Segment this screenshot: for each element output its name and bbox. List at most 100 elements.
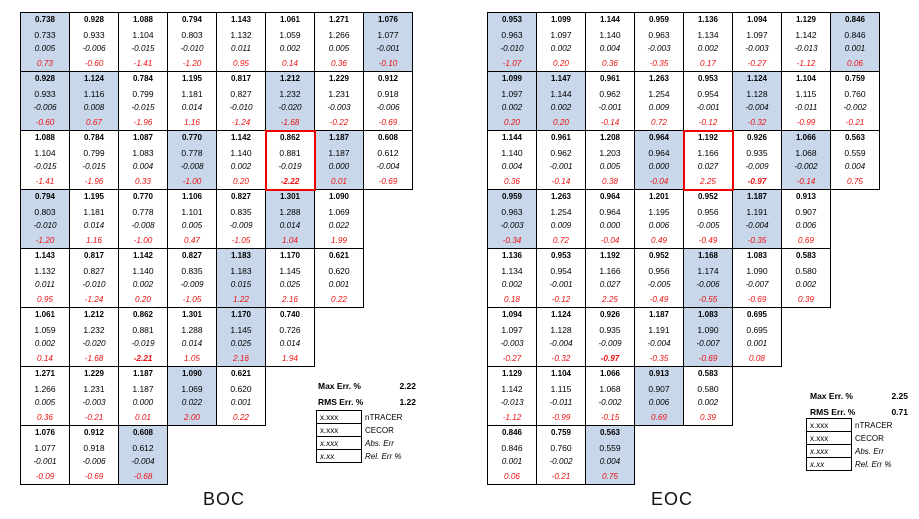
empty-cell (364, 219, 413, 234)
ntracer-value: 0.563 (830, 130, 880, 146)
ntracer-value: 1.195 (69, 189, 119, 205)
abs-error-value: 0.004 (585, 455, 635, 470)
abs-error-value: 0.027 (683, 160, 733, 175)
abs-error-value: 0.009 (634, 101, 684, 116)
rel-error-value: -1.05 (216, 233, 266, 249)
empty-cell (831, 323, 880, 338)
ntracer-value: 1.094 (487, 307, 537, 323)
empty-cell (831, 308, 880, 323)
empty-cell (782, 470, 831, 485)
ntracer-value: 0.608 (118, 425, 168, 441)
abs-error-value: 0.014 (265, 219, 315, 234)
cecor-value: 1.191 (732, 204, 782, 219)
abs-error-value: 0.004 (585, 42, 635, 57)
rel-error-value: -0.21 (69, 410, 119, 426)
eoc-assembly-map: 0.953 1.099 1.144 0.959 1.136 1.094 1.129 0.846… (487, 12, 880, 485)
rel-error-value: -0.69 (363, 115, 413, 131)
ntracer-value: 1.066 (585, 366, 635, 382)
cecor-value: 1.097 (487, 86, 537, 101)
abs-error-value: -0.009 (585, 337, 635, 352)
cecor-value: 1.195 (634, 204, 684, 219)
cecor-value: 0.580 (781, 263, 831, 278)
rel-error-value: 0.33 (118, 174, 168, 190)
empty-cell (266, 470, 315, 485)
cecor-value: 0.881 (265, 145, 315, 160)
ntracer-value: 1.144 (487, 130, 537, 146)
boc-legend: x.xxx nTRACER x.xxx CECOR x.xxx Abs. Err x.… (316, 410, 416, 463)
rel-error-value: 1.16 (69, 233, 119, 249)
cecor-value: 1.097 (732, 27, 782, 42)
abs-error-value: 0.006 (634, 219, 684, 234)
abs-error-value: 0.001 (830, 42, 880, 57)
abs-error-value: -0.004 (363, 160, 413, 175)
rel-error-value: -0.21 (536, 469, 586, 485)
rel-error-value: -0.32 (536, 351, 586, 367)
abs-error-value: -0.007 (683, 337, 733, 352)
rel-error-value: -0.09 (20, 469, 70, 485)
cecor-value: 1.254 (634, 86, 684, 101)
cecor-value: 1.068 (585, 381, 635, 396)
cecor-value: 0.580 (683, 381, 733, 396)
empty-cell (831, 249, 880, 264)
empty-cell (684, 426, 733, 441)
ntracer-value: 1.099 (487, 71, 537, 87)
cecor-value: 1.101 (167, 204, 217, 219)
empty-cell (782, 367, 831, 382)
rel-error-value: -1.20 (20, 233, 70, 249)
rel-error-value: -0.49 (634, 292, 684, 308)
ntracer-value: 1.170 (265, 248, 315, 264)
cecor-value: 0.956 (683, 204, 733, 219)
rel-error-value: -0.99 (781, 115, 831, 131)
ntracer-value: 0.817 (216, 71, 266, 87)
abs-error-value: -0.002 (781, 160, 831, 175)
rel-error-value: -0.35 (634, 351, 684, 367)
ntracer-value: 1.187 (118, 366, 168, 382)
abs-error-value: -0.010 (167, 42, 217, 57)
abs-error-value: 0.002 (118, 278, 168, 293)
ntracer-value: 1.099 (536, 12, 586, 28)
rel-error-value: -0.22 (314, 115, 364, 131)
cecor-value: 0.918 (69, 440, 119, 455)
rel-error-value: -2.21 (118, 351, 168, 367)
empty-cell (733, 426, 782, 441)
cecor-value: 1.142 (781, 27, 831, 42)
legend-label: CECOR (361, 423, 416, 437)
ntracer-value: 0.964 (585, 189, 635, 205)
rel-error-value: 0.39 (781, 292, 831, 308)
cecor-value: 1.231 (69, 381, 119, 396)
rel-error-value: 0.75 (585, 469, 635, 485)
cecor-value: 1.191 (634, 322, 684, 337)
abs-error-value: -0.008 (118, 219, 168, 234)
ntracer-value: 0.784 (69, 130, 119, 146)
abs-error-value: -0.020 (265, 101, 315, 116)
boc-assembly-map: 0.738 0.928 1.088 0.794 1.143 1.061 1.271 1.076… (20, 12, 413, 485)
rel-error-value: 0.18 (487, 292, 537, 308)
ntracer-value: 1.187 (732, 189, 782, 205)
abs-error-value: -0.011 (536, 396, 586, 411)
rel-error-value: 0.72 (634, 115, 684, 131)
empty-cell (364, 205, 413, 220)
rel-error-value: -1.00 (167, 174, 217, 190)
abs-error-value: 0.005 (167, 219, 217, 234)
cecor-value: 1.288 (167, 322, 217, 337)
abs-error-value: -0.004 (536, 337, 586, 352)
rel-error-value: -0.14 (585, 115, 635, 131)
empty-cell (168, 426, 217, 441)
rel-error-value: -0.35 (634, 56, 684, 72)
abs-error-value: 0.006 (781, 219, 831, 234)
cecor-value: 0.612 (363, 145, 413, 160)
ntracer-value: 0.738 (20, 12, 70, 28)
cecor-value: 1.116 (69, 86, 119, 101)
ntracer-value: 1.129 (487, 366, 537, 382)
ntracer-value: 1.142 (118, 248, 168, 264)
ntracer-value: 0.740 (265, 307, 315, 323)
empty-cell (782, 323, 831, 338)
cecor-value: 0.963 (487, 204, 537, 219)
cecor-value: 0.881 (118, 322, 168, 337)
rel-error-value: -1.05 (167, 292, 217, 308)
ntracer-value: 1.263 (536, 189, 586, 205)
legend-sample: x.xx (806, 457, 852, 471)
cecor-value: 1.183 (216, 263, 266, 278)
empty-cell (733, 367, 782, 382)
abs-error-value: -0.001 (683, 101, 733, 116)
